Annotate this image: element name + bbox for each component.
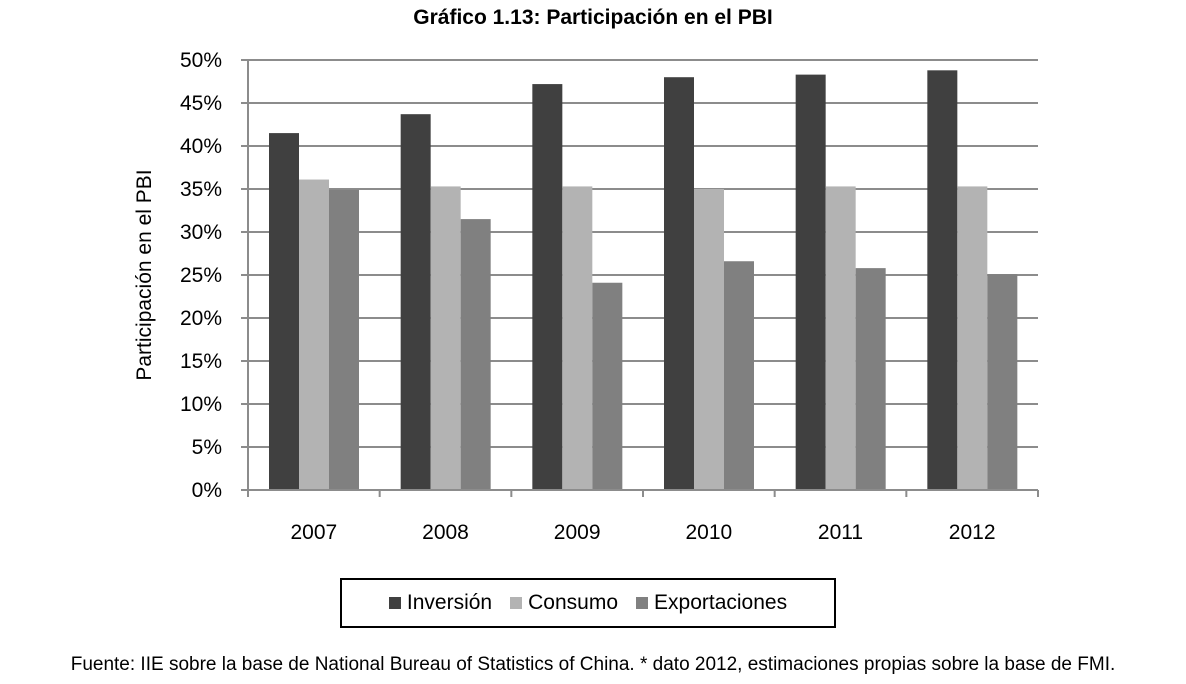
bar (825, 186, 856, 491)
y-tick-label: 20% (180, 307, 222, 330)
chart-title: Gráfico 1.13: Participación en el PBI (413, 6, 773, 29)
legend: Inversión Consumo Exportaciones (340, 578, 836, 628)
axes: 0% 5% 10% 15% 20% 25% 30% 35% 40% 45% 50% 2007 2008 2… (180, 49, 1039, 544)
legend-swatch (510, 597, 523, 609)
legend-swatch (636, 597, 649, 609)
y-axis-label: Participación en el PBI (133, 169, 156, 380)
legend-label: Inversión (406, 591, 493, 614)
x-tick-label: 2007 (290, 521, 337, 544)
bar (430, 186, 461, 491)
y-tick-label: 30% (180, 221, 222, 244)
y-tick-label: 10% (180, 393, 222, 416)
bar (855, 268, 886, 490)
legend-label: Consumo (528, 591, 619, 614)
x-tick-label: 2011 (818, 521, 863, 544)
y-tick-label: 35% (180, 178, 222, 201)
legend-item-exportaciones: Exportaciones (636, 591, 787, 615)
bar (987, 274, 1018, 490)
bar (400, 114, 431, 491)
bar (694, 189, 724, 490)
y-tick-label: 50% (180, 49, 222, 72)
bars (269, 70, 1018, 491)
bar (299, 179, 329, 491)
y-tick-label: 0% (192, 479, 222, 502)
bar (592, 282, 623, 490)
x-tick-label: 2012 (949, 521, 996, 544)
bar (329, 189, 359, 491)
legend-item-consumo: Consumo (510, 591, 618, 615)
gridlines (248, 59, 1038, 448)
bar (795, 74, 826, 491)
y-tick-label: 15% (180, 350, 222, 373)
y-tick-label: 40% (180, 135, 222, 158)
x-tick-label: 2008 (422, 521, 469, 544)
y-tick-label: 5% (192, 436, 222, 459)
bar (269, 133, 299, 490)
legend-swatch (388, 597, 401, 609)
bar (957, 186, 988, 491)
bar (562, 186, 593, 491)
legend-label: Exportaciones (654, 591, 788, 614)
bar (724, 261, 754, 490)
x-tick-label: 2009 (554, 521, 601, 544)
bar (664, 77, 694, 490)
y-tick-label: 25% (180, 264, 222, 287)
legend-item-inversion: Inversión (388, 591, 493, 615)
bar (927, 70, 958, 490)
x-tick-label: 2010 (685, 521, 732, 544)
bar (532, 84, 563, 490)
y-tick-label: 45% (180, 92, 222, 115)
bar (460, 219, 491, 490)
source-note: Fuente: IIE sobre la base de National Bu… (70, 654, 1116, 675)
